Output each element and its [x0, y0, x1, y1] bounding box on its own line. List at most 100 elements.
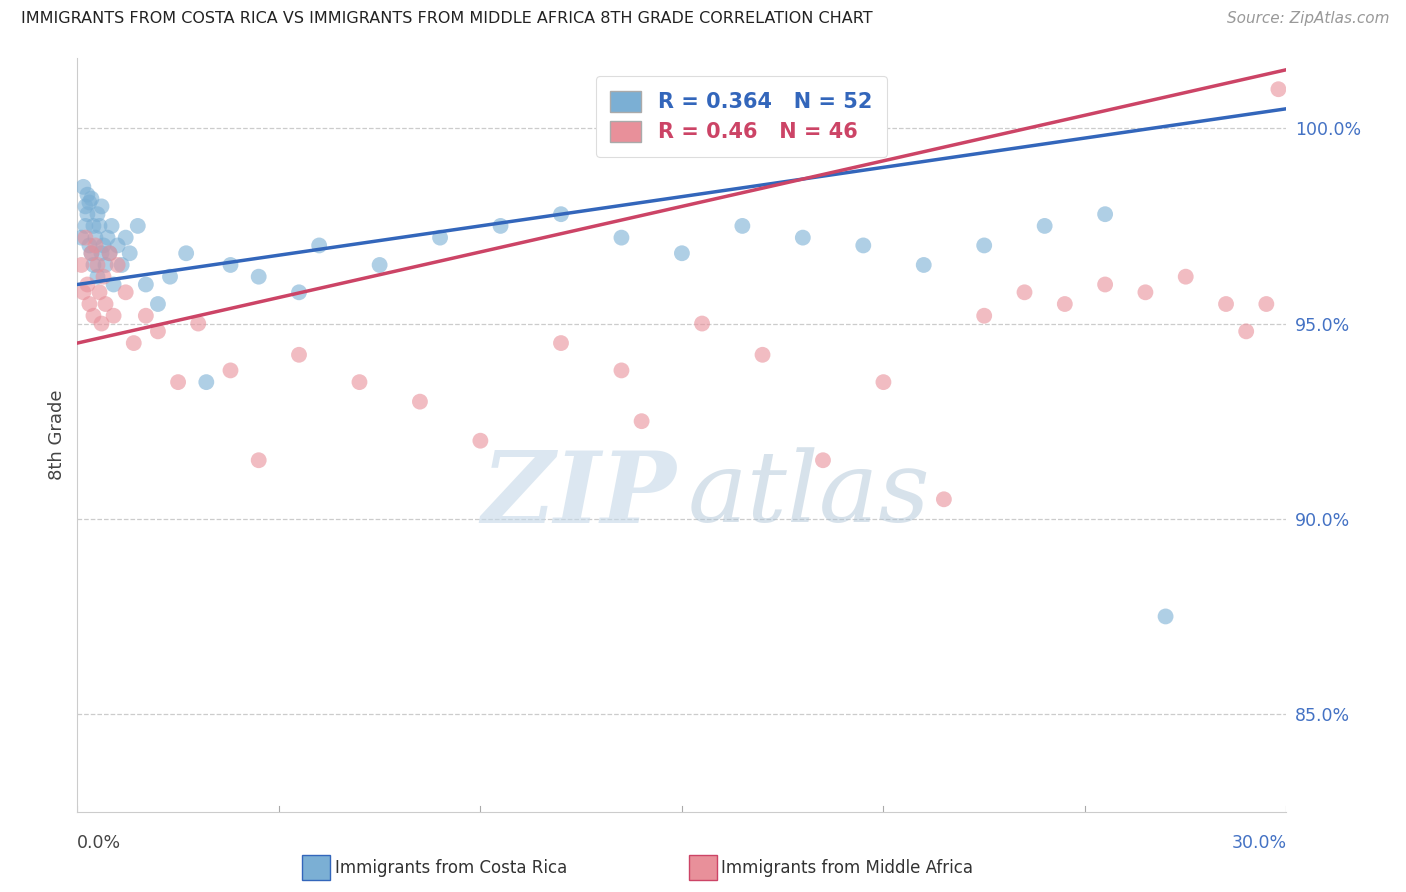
Point [912, 258, 935, 272]
Point [86, 269, 108, 284]
Point [973, 309, 995, 323]
Point [79, 195, 101, 210]
Text: atlas: atlas [688, 448, 931, 543]
Point [79, 297, 101, 311]
Point [75, 199, 97, 213]
Point [489, 219, 512, 233]
Point [135, 309, 157, 323]
Point [76, 277, 98, 292]
Point [82, 258, 104, 272]
Point [76, 187, 98, 202]
Point [114, 230, 136, 244]
Point [146, 324, 169, 338]
Point [1215, 297, 1237, 311]
Point [973, 238, 995, 252]
Point [174, 246, 197, 260]
Point [96, 230, 118, 244]
Point [70, 230, 93, 244]
Point [79, 238, 101, 252]
Point [159, 269, 181, 284]
Point [89, 219, 111, 233]
Point [792, 230, 814, 244]
Point [80, 246, 103, 260]
Point [219, 363, 242, 377]
Point [751, 348, 773, 362]
Point [1256, 297, 1278, 311]
Point [731, 219, 754, 233]
Point [247, 453, 270, 467]
Text: 0.0%: 0.0% [77, 834, 121, 852]
Text: Immigrants from Middle Africa: Immigrants from Middle Africa [721, 859, 973, 877]
Point [122, 336, 145, 351]
Point [98, 246, 121, 260]
Text: Source: ZipAtlas.com: Source: ZipAtlas.com [1226, 11, 1389, 26]
Point [630, 414, 652, 428]
Point [1014, 285, 1036, 300]
Point [247, 269, 270, 284]
Point [1094, 207, 1116, 221]
Point [146, 297, 169, 311]
Point [349, 375, 371, 389]
Point [690, 317, 713, 331]
Point [811, 453, 834, 467]
Point [409, 394, 432, 409]
Point [187, 317, 209, 331]
Point [195, 375, 218, 389]
Point [118, 246, 141, 260]
Point [1174, 269, 1197, 284]
Point [368, 258, 391, 272]
Text: ZIP: ZIP [481, 447, 676, 543]
Point [167, 375, 190, 389]
Legend: R = 0.364   N = 52, R = 0.46   N = 46: R = 0.364 N = 52, R = 0.46 N = 46 [596, 76, 887, 157]
Point [127, 219, 149, 233]
Point [94, 258, 117, 272]
Point [1267, 82, 1289, 96]
Point [90, 317, 112, 331]
Point [107, 238, 129, 252]
Point [107, 258, 129, 272]
Point [86, 207, 108, 221]
Point [872, 375, 894, 389]
Point [111, 258, 134, 272]
Point [1033, 219, 1056, 233]
Point [610, 363, 633, 377]
Point [103, 309, 125, 323]
Point [550, 336, 572, 351]
Point [93, 269, 115, 284]
Point [429, 230, 451, 244]
Point [89, 285, 111, 300]
Point [852, 238, 875, 252]
Point [84, 238, 107, 252]
Point [100, 219, 122, 233]
Point [1053, 297, 1076, 311]
Point [219, 258, 242, 272]
Point [82, 219, 104, 233]
Point [550, 207, 572, 221]
Point [103, 277, 125, 292]
Point [82, 309, 104, 323]
Point [135, 277, 157, 292]
Point [70, 258, 93, 272]
Point [84, 230, 107, 244]
Point [932, 492, 955, 507]
Point [671, 246, 693, 260]
Point [86, 258, 108, 272]
Text: Immigrants from Costa Rica: Immigrants from Costa Rica [335, 859, 567, 877]
Point [72, 285, 94, 300]
Point [75, 230, 97, 244]
Point [72, 179, 94, 194]
Point [114, 285, 136, 300]
Point [80, 192, 103, 206]
Point [1154, 609, 1177, 624]
Point [288, 348, 311, 362]
Y-axis label: 8th Grade: 8th Grade [48, 390, 66, 480]
Point [610, 230, 633, 244]
Point [90, 246, 112, 260]
Point [94, 297, 117, 311]
Point [80, 246, 103, 260]
Point [308, 238, 330, 252]
Point [75, 219, 97, 233]
Point [1094, 277, 1116, 292]
Point [288, 285, 311, 300]
Point [93, 238, 115, 252]
